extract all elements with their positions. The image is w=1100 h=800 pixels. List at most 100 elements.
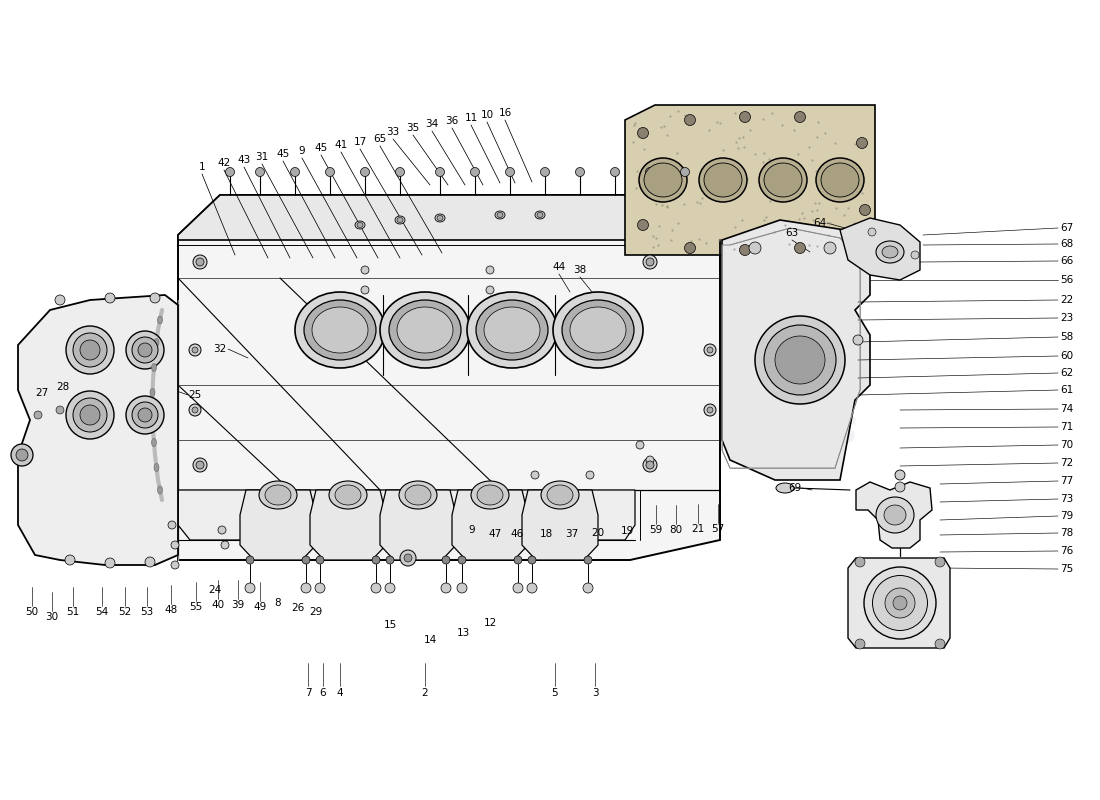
Ellipse shape	[138, 408, 152, 422]
Text: 8: 8	[275, 598, 282, 608]
Ellipse shape	[73, 333, 107, 367]
Circle shape	[316, 556, 324, 564]
Ellipse shape	[196, 258, 204, 266]
Circle shape	[315, 583, 324, 593]
Ellipse shape	[358, 222, 363, 227]
Ellipse shape	[646, 258, 654, 266]
Ellipse shape	[152, 363, 156, 371]
Circle shape	[361, 286, 368, 294]
Ellipse shape	[895, 470, 905, 480]
Text: 32: 32	[213, 344, 227, 354]
Text: 24: 24	[208, 585, 221, 595]
Text: 33: 33	[386, 127, 399, 137]
Circle shape	[245, 583, 255, 593]
Circle shape	[400, 550, 416, 566]
Circle shape	[911, 251, 918, 259]
Ellipse shape	[764, 325, 836, 395]
Ellipse shape	[541, 481, 579, 509]
Text: 60: 60	[1060, 351, 1074, 361]
Text: 19: 19	[620, 526, 634, 536]
Ellipse shape	[553, 292, 643, 368]
Ellipse shape	[704, 163, 742, 197]
Circle shape	[442, 556, 450, 564]
Text: 62: 62	[1060, 368, 1074, 378]
Ellipse shape	[80, 405, 100, 425]
Ellipse shape	[535, 211, 544, 219]
Circle shape	[749, 242, 761, 254]
Circle shape	[868, 228, 876, 236]
Text: 7: 7	[305, 688, 311, 698]
Circle shape	[301, 583, 311, 593]
Text: 14: 14	[424, 635, 437, 645]
Ellipse shape	[336, 485, 361, 505]
Ellipse shape	[644, 255, 657, 269]
Circle shape	[436, 167, 444, 177]
Ellipse shape	[196, 461, 204, 469]
Ellipse shape	[154, 338, 160, 346]
Circle shape	[638, 219, 649, 230]
Circle shape	[794, 111, 805, 122]
Polygon shape	[625, 105, 874, 255]
Ellipse shape	[192, 458, 207, 472]
Text: 58: 58	[1060, 332, 1074, 342]
Ellipse shape	[698, 158, 747, 202]
Circle shape	[586, 471, 594, 479]
Ellipse shape	[872, 575, 927, 630]
Polygon shape	[848, 558, 950, 648]
Circle shape	[218, 526, 226, 534]
Circle shape	[531, 471, 539, 479]
Text: 64: 64	[813, 218, 826, 228]
Ellipse shape	[707, 347, 713, 353]
Ellipse shape	[192, 347, 198, 353]
Text: 48: 48	[164, 605, 177, 615]
Ellipse shape	[16, 449, 28, 461]
Circle shape	[104, 293, 116, 303]
Ellipse shape	[150, 389, 155, 397]
Ellipse shape	[547, 485, 573, 505]
Polygon shape	[178, 195, 720, 560]
Ellipse shape	[80, 340, 100, 360]
Circle shape	[255, 167, 264, 177]
Ellipse shape	[893, 596, 907, 610]
Ellipse shape	[864, 567, 936, 639]
Text: 75: 75	[1060, 564, 1074, 574]
Ellipse shape	[389, 300, 461, 360]
Text: 65: 65	[373, 134, 386, 144]
Ellipse shape	[138, 343, 152, 357]
Ellipse shape	[11, 444, 33, 466]
Text: 46: 46	[510, 529, 524, 539]
Text: 51: 51	[66, 607, 79, 617]
Ellipse shape	[395, 216, 405, 224]
Ellipse shape	[132, 402, 158, 428]
Ellipse shape	[157, 486, 163, 494]
Text: 13: 13	[456, 628, 470, 638]
Text: 44: 44	[552, 262, 565, 272]
Circle shape	[824, 242, 836, 254]
Ellipse shape	[882, 246, 898, 258]
Text: 15: 15	[384, 620, 397, 630]
Text: 17: 17	[353, 137, 366, 147]
Ellipse shape	[476, 300, 548, 360]
Ellipse shape	[497, 213, 503, 218]
Circle shape	[636, 441, 644, 449]
Text: 20: 20	[592, 528, 605, 538]
Ellipse shape	[468, 292, 557, 368]
Ellipse shape	[405, 485, 431, 505]
Text: 16: 16	[498, 108, 512, 118]
Circle shape	[456, 583, 468, 593]
Text: 56: 56	[1060, 275, 1074, 285]
Text: 79: 79	[1060, 511, 1074, 521]
Circle shape	[65, 555, 75, 565]
Text: 63: 63	[785, 228, 799, 238]
Circle shape	[226, 167, 234, 177]
Circle shape	[385, 583, 395, 593]
Circle shape	[855, 639, 865, 649]
Polygon shape	[240, 490, 316, 560]
Circle shape	[441, 583, 451, 593]
Text: 4: 4	[337, 688, 343, 698]
Circle shape	[458, 556, 466, 564]
Ellipse shape	[537, 213, 543, 218]
Polygon shape	[18, 295, 178, 565]
Text: 67: 67	[1060, 223, 1074, 233]
Text: 31: 31	[255, 152, 268, 162]
